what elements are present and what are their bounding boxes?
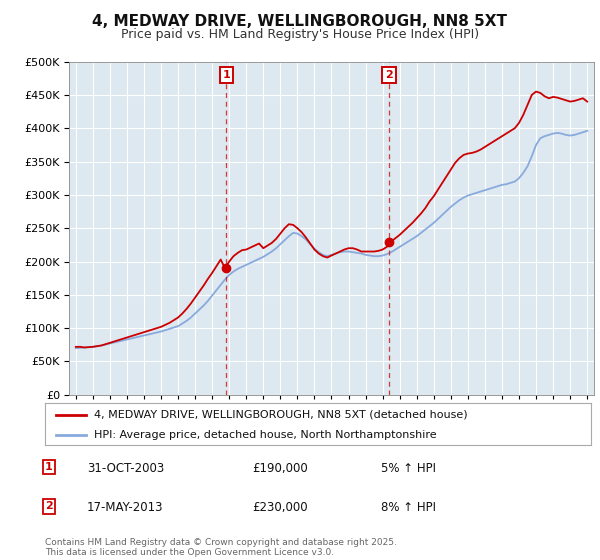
- Text: 17-MAY-2013: 17-MAY-2013: [87, 501, 163, 514]
- Text: £230,000: £230,000: [252, 501, 308, 514]
- Text: 1: 1: [223, 70, 230, 80]
- Text: 4, MEDWAY DRIVE, WELLINGBOROUGH, NN8 5XT: 4, MEDWAY DRIVE, WELLINGBOROUGH, NN8 5XT: [92, 14, 508, 29]
- Text: 2: 2: [45, 501, 53, 511]
- Text: 1: 1: [45, 462, 53, 472]
- Text: 8% ↑ HPI: 8% ↑ HPI: [381, 501, 436, 514]
- Text: 2: 2: [385, 70, 393, 80]
- Text: Price paid vs. HM Land Registry's House Price Index (HPI): Price paid vs. HM Land Registry's House …: [121, 28, 479, 41]
- Text: Contains HM Land Registry data © Crown copyright and database right 2025.
This d: Contains HM Land Registry data © Crown c…: [45, 538, 397, 557]
- Text: 5% ↑ HPI: 5% ↑ HPI: [381, 462, 436, 475]
- Text: £190,000: £190,000: [252, 462, 308, 475]
- Text: 4, MEDWAY DRIVE, WELLINGBOROUGH, NN8 5XT (detached house): 4, MEDWAY DRIVE, WELLINGBOROUGH, NN8 5XT…: [94, 410, 468, 420]
- Text: HPI: Average price, detached house, North Northamptonshire: HPI: Average price, detached house, Nort…: [94, 430, 437, 440]
- Text: 31-OCT-2003: 31-OCT-2003: [87, 462, 164, 475]
